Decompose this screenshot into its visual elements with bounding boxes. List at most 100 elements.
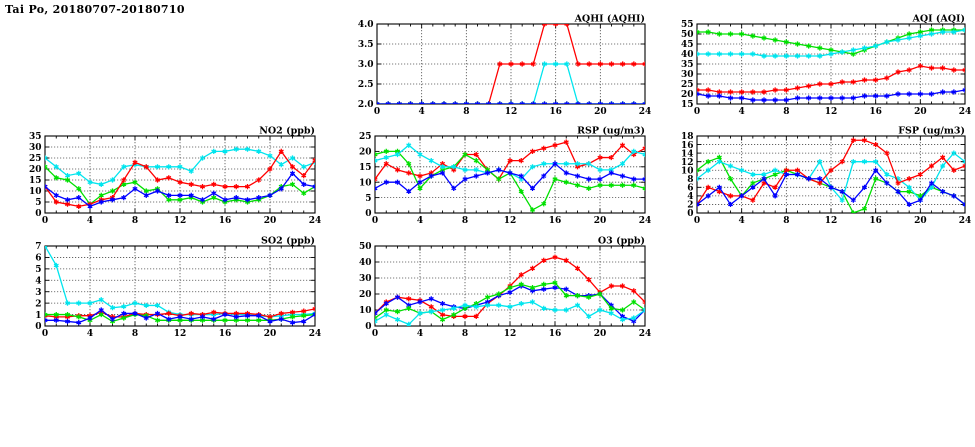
chart-svg-aqhi: AQHI (AQHI) 0 4 8 12 16 20 24 2.0 2.5 3.0 3.5 4.0 [358,14,651,118]
chart-title-so2: SO2 (ppb) [261,236,315,247]
series-markers [45,307,315,326]
series-markers [45,170,315,209]
y-tick-label: 18 [681,132,694,142]
chart-title-fsp: FSP (ug/m3) [898,126,965,137]
y-tick-label: 10 [681,166,694,176]
y-tick-label: 25 [681,80,694,90]
x-tick-label: 8 [132,216,138,226]
y-tick-label: 2 [35,299,41,309]
x-tick-label: 16 [549,107,562,117]
x-tick-label: 12 [504,216,517,226]
x-tick-label: 20 [914,107,927,117]
y-tick-label: 16 [681,141,694,151]
y-tick-label: 30 [359,274,372,284]
chart-panel-rsp: RSP (ug/m3) 0 4 8 12 16 20 24 0 5 10 15 20 25 [335,124,655,231]
x-tick-label: 20 [264,329,277,339]
y-tick-label: 14 [681,149,694,159]
x-tick-label: 24 [639,329,652,339]
chart-title-no2: NO2 (ppb) [259,126,315,137]
y-tick-label: 30 [29,143,42,153]
x-tick-label: 4 [87,216,93,226]
x-tick-label: 4 [419,107,425,117]
x-tick-label: 0 [372,329,378,339]
chart-panel-aqi: AQI (AQI) 0 4 8 12 16 20 24 15 20 25 30 35 40 45 50 55 [663,12,975,122]
y-tick-label: 2.0 [358,100,374,110]
x-tick-label: 20 [594,216,607,226]
x-tick-label: 8 [132,329,138,339]
chart-svg-rsp: RSP (ug/m3) 0 4 8 12 16 20 24 0 5 10 15 20 25 [359,126,652,227]
y-tick-label: 10 [359,306,372,316]
y-tick-label: 12 [681,158,694,168]
chart-panel-fsp: FSP (ug/m3) 0 4 8 12 16 20 24 0 2 4 6 8 10 12 14 16 18 [663,124,975,231]
y-tick-label: 4.0 [358,20,374,30]
y-tick-label: 35 [29,132,42,142]
x-tick-label: 20 [594,107,607,117]
x-tick-label: 0 [694,216,700,226]
y-tick-label: 20 [359,290,372,300]
series-blue [375,161,645,195]
chart-title-o3: O3 (ppb) [598,236,645,247]
series-cyan [45,246,315,320]
y-tick-label: 6 [687,184,693,194]
series-blue [377,101,645,104]
x-tick-label: 12 [174,216,187,226]
x-tick-label: 8 [462,216,468,226]
y-tick-label: 40 [359,258,372,268]
x-tick-label: 16 [549,216,562,226]
chart-panel-so2: SO2 (ppb) 0 4 8 12 16 20 24 0 1 2 3 4 5 6 7 [5,234,325,344]
x-tick-label: 4 [417,216,423,226]
x-tick-label: 24 [959,107,972,117]
y-tick-label: 20 [359,148,372,158]
series-cyan [377,61,645,104]
chart-panel-aqhi: AQHI (AQHI) 0 4 8 12 16 20 24 2.0 2.5 3.0 3.5 4.0 [335,12,655,122]
x-tick-label: 24 [639,216,652,226]
x-tick-label: 0 [42,216,48,226]
y-tick-label: 0 [687,209,693,219]
series-red [697,63,965,95]
y-tick-label: 25 [29,154,42,164]
y-tick-label: 1 [35,311,41,321]
y-tick-label: 5 [35,198,41,208]
series-markers [697,167,965,208]
y-tick-label: 4 [35,276,41,286]
y-tick-label: 4 [687,192,693,202]
y-tick-label: 20 [29,165,42,175]
y-tick-label: 7 [35,242,41,252]
chart-panel-o3: O3 (ppb) 0 4 8 12 16 20 24 0 10 20 30 40 50 [335,234,655,344]
y-tick-label: 15 [359,163,372,173]
x-tick-label: 0 [42,329,48,339]
x-tick-label: 24 [959,216,972,226]
series-blue [45,307,315,326]
y-tick-label: 6 [35,254,41,264]
x-tick-label: 16 [219,329,232,339]
y-tick-label: 30 [681,70,694,80]
y-tick-label: 3.5 [358,40,374,50]
x-tick-label: 0 [374,107,380,117]
y-tick-label: 15 [29,176,42,186]
chart-title-rsp: RSP (ug/m3) [577,126,645,137]
y-tick-label: 40 [681,50,694,60]
x-tick-label: 12 [504,329,517,339]
x-tick-label: 8 [783,107,789,117]
series-markers [375,299,645,326]
series-markers [697,137,965,208]
y-tick-label: 35 [681,60,694,70]
chart-panel-no2: NO2 (ppb) 0 4 8 12 16 20 24 0 5 10 15 20 25 30 35 [5,124,325,231]
page-title: Tai Po, 20180707-20180710 [5,3,185,16]
x-tick-label: 20 [594,329,607,339]
y-tick-label: 5 [365,194,371,204]
x-tick-label: 16 [219,216,232,226]
y-tick-label: 55 [681,20,694,30]
x-tick-label: 12 [825,107,838,117]
x-tick-label: 24 [309,216,322,226]
series-blue [697,87,965,103]
y-tick-label: 45 [681,40,694,50]
x-tick-label: 12 [505,107,518,117]
series-markers [45,246,315,320]
x-tick-label: 12 [825,216,838,226]
y-tick-label: 0 [35,322,41,332]
series-red [377,24,645,104]
